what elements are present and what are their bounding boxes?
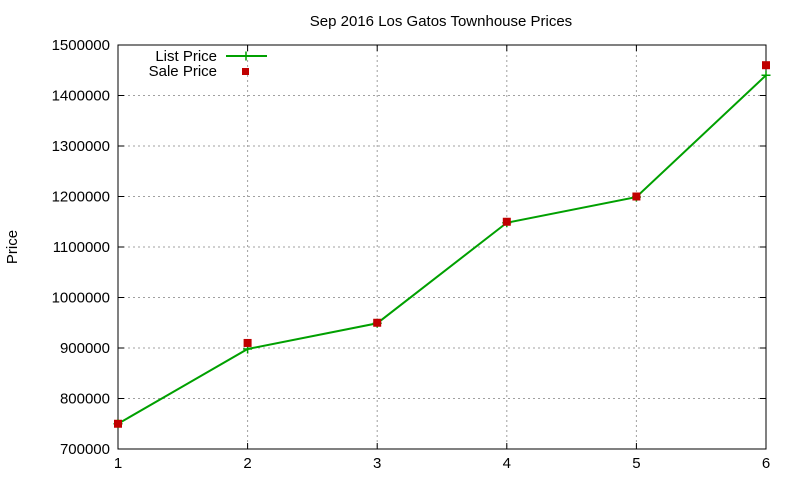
x-tick-label: 2 <box>243 455 251 472</box>
plot-frame <box>117 44 767 450</box>
y-tick-label: 1400000 <box>52 88 110 105</box>
y-tick-label: 1200000 <box>52 189 110 206</box>
x-tick-label: 5 <box>632 455 640 472</box>
x-tick-labels: 1 2 3 4 5 6 <box>114 455 770 472</box>
data-point-sale-price <box>243 338 252 347</box>
y-axis-label: Price <box>4 230 21 264</box>
data-point-sale-price <box>373 318 382 327</box>
x-tick-label: 4 <box>503 455 511 472</box>
y-tick-label: 1300000 <box>52 138 110 155</box>
legend: List Price Sale Price <box>149 48 267 80</box>
y-tick-label: 800000 <box>60 391 110 408</box>
x-tick-label: 3 <box>373 455 381 472</box>
y-tick-label: 1000000 <box>52 290 110 307</box>
series-layer <box>113 61 771 429</box>
legend-label-sale-price: Sale Price <box>149 63 217 80</box>
data-point-sale-price <box>502 217 511 226</box>
y-tick-label: 900000 <box>60 340 110 357</box>
x-tick-label: 6 <box>762 455 770 472</box>
y-tick-label: 1100000 <box>53 239 110 256</box>
legend-marker-list-price <box>241 51 251 61</box>
legend-marker-sale-price <box>242 68 249 75</box>
data-point-list-price <box>761 70 771 80</box>
x-tick-label: 1 <box>114 455 122 472</box>
series-line-list-price <box>117 74 767 425</box>
legend-label-list-price: List Price <box>155 48 217 65</box>
data-point-sale-price <box>632 192 641 201</box>
y-tick-label: 700000 <box>60 441 110 458</box>
data-point-sale-price <box>114 419 122 428</box>
y-tick-labels: 700000 800000 900000 1000000 1100000 1200000 1… <box>52 37 110 458</box>
grid <box>118 45 766 449</box>
chart-title: Sep 2016 Los Gatos Townhouse Prices <box>310 13 572 30</box>
y-tick-label: 1500000 <box>52 37 110 54</box>
data-point-sale-price <box>762 61 770 70</box>
